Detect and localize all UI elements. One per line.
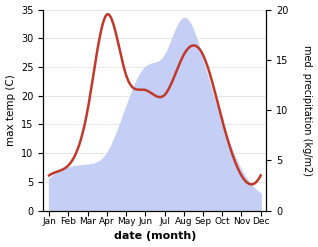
X-axis label: date (month): date (month) — [114, 231, 196, 242]
Y-axis label: max temp (C): max temp (C) — [5, 74, 16, 146]
Y-axis label: med. precipitation (kg/m2): med. precipitation (kg/m2) — [302, 45, 313, 176]
